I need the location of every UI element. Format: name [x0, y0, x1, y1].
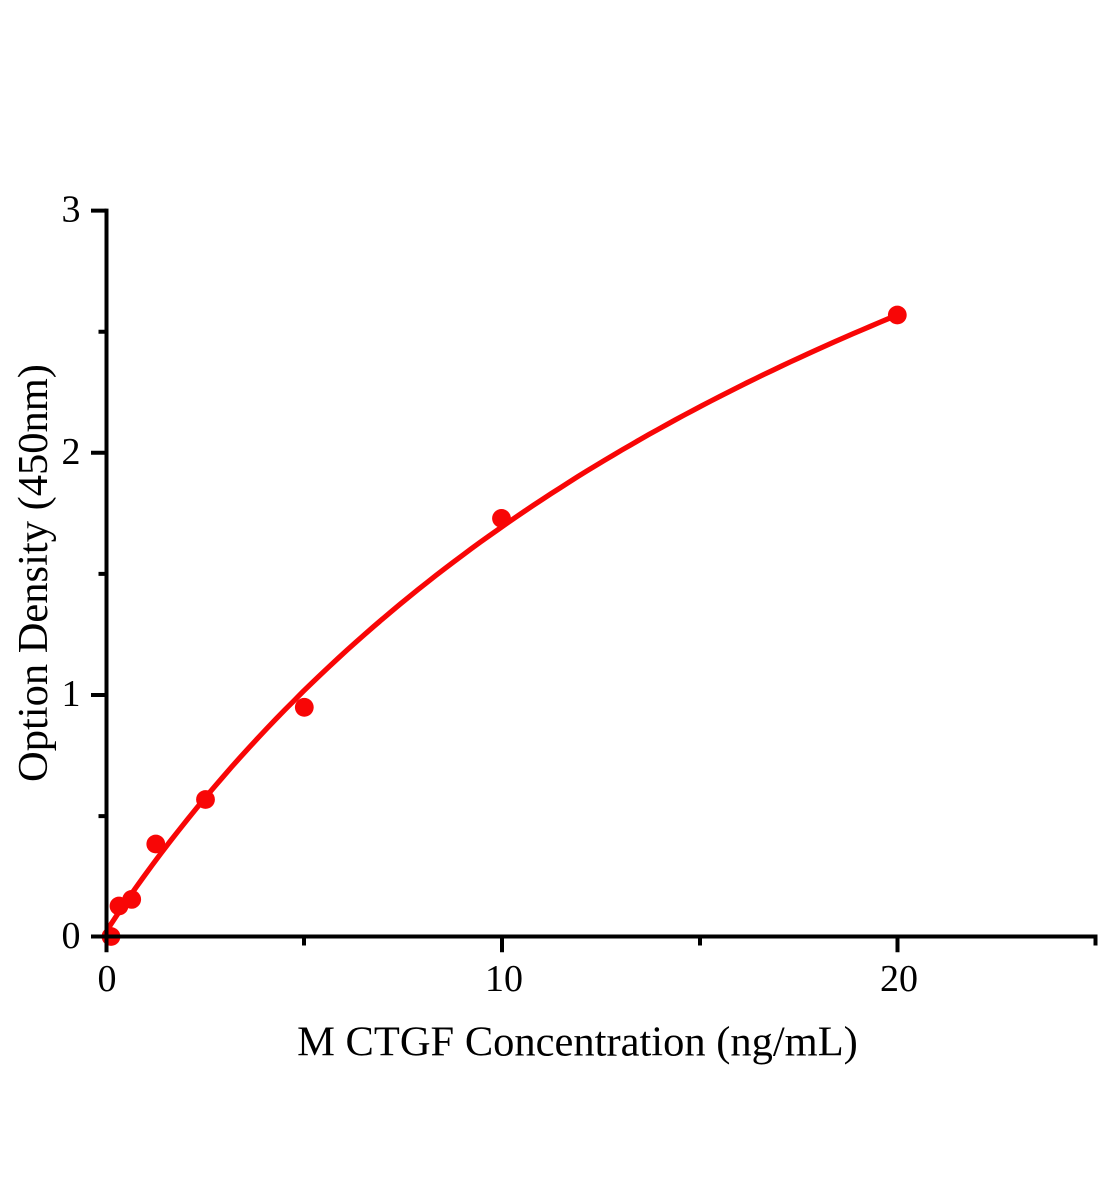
svg-text:3: 3: [62, 189, 81, 231]
svg-text:0: 0: [62, 915, 81, 957]
svg-text:Option Density (450nm): Option Density (450nm): [10, 364, 57, 782]
svg-text:M CTGF Concentration (ng/mL): M CTGF Concentration (ng/mL): [297, 1019, 858, 1066]
svg-text:20: 20: [880, 958, 918, 1000]
svg-text:0: 0: [98, 958, 117, 1000]
svg-text:1: 1: [62, 673, 81, 715]
svg-text:10: 10: [485, 958, 523, 1000]
svg-text:2: 2: [62, 431, 81, 473]
